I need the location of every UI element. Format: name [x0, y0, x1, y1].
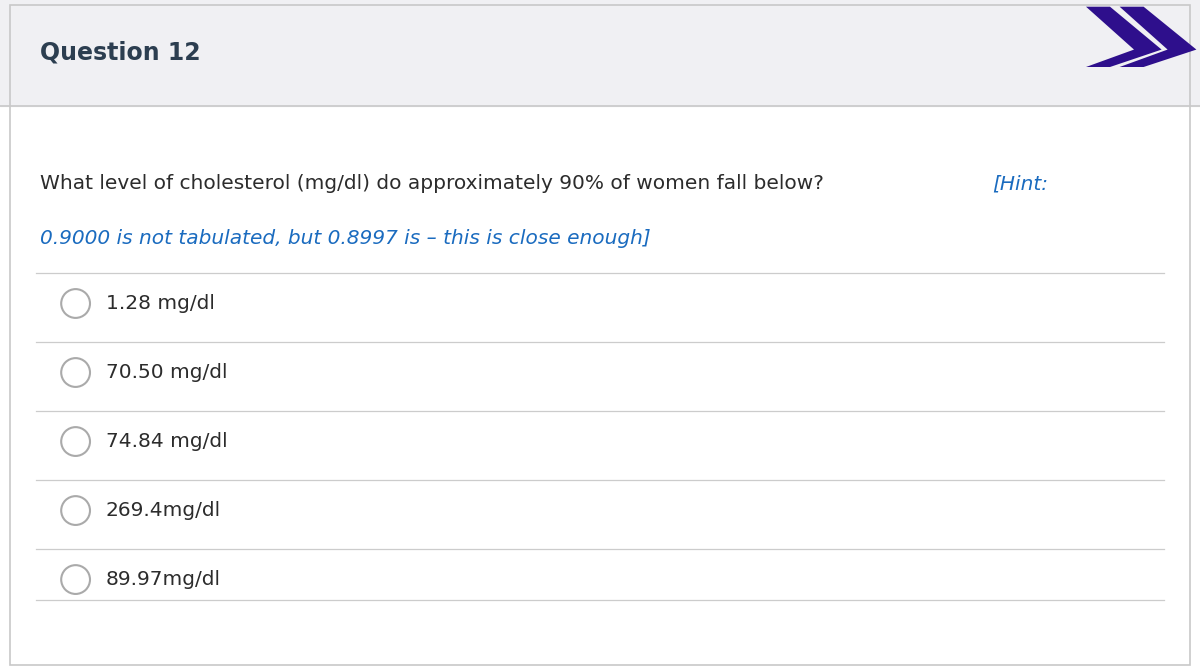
Text: [Hint:: [Hint: [992, 174, 1049, 193]
Bar [0, 0, 1200, 106]
Text: 0.9000 is not tabulated, but 0.8997 is – this is close enough]: 0.9000 is not tabulated, but 0.8997 is –… [40, 229, 650, 248]
Text: 1.28 mg/dl: 1.28 mg/dl [106, 294, 215, 313]
Polygon shape [1086, 7, 1162, 67]
Text: 89.97mg/dl: 89.97mg/dl [106, 570, 221, 589]
Text: 269.4mg/dl: 269.4mg/dl [106, 501, 221, 520]
Text: 74.84 mg/dl: 74.84 mg/dl [106, 432, 227, 451]
Text: 70.50 mg/dl: 70.50 mg/dl [106, 363, 227, 382]
Text: What level of cholesterol (mg/dl) do approximately 90% of women fall below?: What level of cholesterol (mg/dl) do app… [40, 174, 823, 193]
Polygon shape [1120, 7, 1196, 67]
Text: Question 12: Question 12 [40, 41, 200, 65]
